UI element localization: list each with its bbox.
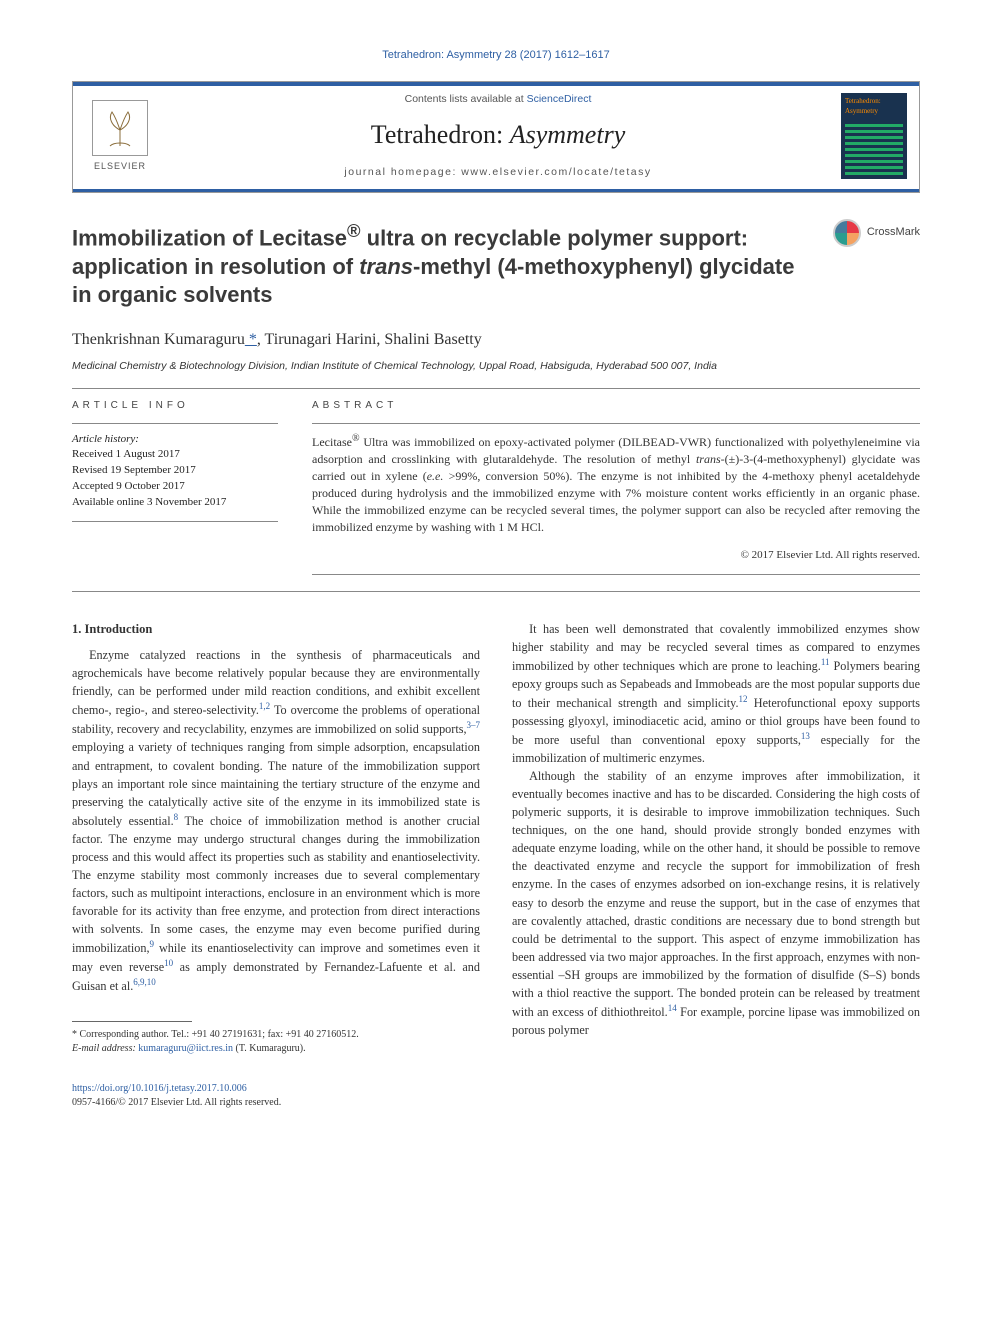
journal-homepage-line: journal homepage: www.elsevier.com/locat…: [173, 165, 823, 180]
body-divider: [72, 591, 920, 592]
doi-link[interactable]: https://doi.org/10.1016/j.tetasy.2017.10…: [72, 1083, 247, 1094]
elsevier-logo: ELSEVIER: [85, 97, 155, 175]
contents-prefix: Contents lists available at: [405, 93, 527, 105]
abstract-column: ABSTRACT Lecitase® Ultra was immobilized…: [312, 399, 920, 575]
footnote-email: E-mail address: kumaraguru@iict.res.in (…: [72, 1042, 480, 1056]
divider-rule: [72, 388, 920, 389]
history-line: Revised 19 September 2017: [72, 463, 278, 479]
body-paragraph: Enzyme catalyzed reactions in the synthe…: [72, 646, 480, 995]
doi-block: https://doi.org/10.1016/j.tetasy.2017.10…: [72, 1082, 920, 1110]
abstract-copyright: © 2017 Elsevier Ltd. All rights reserved…: [312, 548, 920, 563]
affiliation: Medicinal Chemistry & Biotechnology Divi…: [72, 359, 920, 374]
history-line: Accepted 9 October 2017: [72, 479, 278, 495]
footnote-rule: [72, 1021, 192, 1022]
publisher-name: ELSEVIER: [94, 160, 146, 173]
footnote-corresponding: * Corresponding author. Tel.: +91 40 271…: [72, 1028, 480, 1042]
corresponding-marker[interactable]: *: [245, 331, 257, 348]
history-line: Available online 3 November 2017: [72, 495, 278, 511]
email-label: E-mail address:: [72, 1043, 138, 1054]
journal-name-plain: Tetrahedron:: [371, 120, 510, 149]
section-heading-introduction: 1. Introduction: [72, 620, 480, 639]
info-rule: [72, 423, 278, 424]
issn-copyright-line: 0957-4166/© 2017 Elsevier Ltd. All right…: [72, 1096, 920, 1110]
contents-available-line: Contents lists available at ScienceDirec…: [173, 92, 823, 107]
history-line: Received 1 August 2017: [72, 447, 278, 463]
elsevier-tree-icon: [92, 100, 148, 156]
masthead-top-rule: [73, 82, 919, 86]
author-rest: , Tirunagari Harini, Shalini Basetty: [257, 331, 482, 348]
journal-cover-thumbnail: Tetrahedron: Asymmetry: [841, 93, 907, 179]
abstract-rule-bottom: [312, 574, 920, 575]
body-two-column: 1. Introduction Enzyme catalyzed reactio…: [72, 620, 920, 1057]
crossmark-label: CrossMark: [867, 225, 920, 240]
email-link[interactable]: kumaraguru@iict.res.in: [138, 1043, 233, 1054]
article-history: Received 1 August 2017 Revised 19 Septem…: [72, 447, 278, 511]
info-rule-bottom: [72, 521, 278, 522]
article-info-column: ARTICLE INFO Article history: Received 1…: [72, 399, 278, 575]
author-list: Thenkrishnan Kumaraguru *, Tirunagari Ha…: [72, 329, 920, 351]
abstract-rule: [312, 423, 920, 424]
crossmark-icon: [833, 219, 861, 247]
masthead-bottom-rule: [73, 189, 919, 192]
email-suffix: (T. Kumaraguru).: [233, 1043, 306, 1054]
article-info-heading: ARTICLE INFO: [72, 399, 278, 413]
cover-thumb-title: Tetrahedron: Asymmetry: [845, 97, 903, 117]
journal-name: Tetrahedron: Asymmetry: [173, 117, 823, 153]
crossmark-badge[interactable]: CrossMark: [833, 219, 920, 247]
footnotes: * Corresponding author. Tel.: +91 40 271…: [72, 1028, 480, 1056]
author-corresponding: Thenkrishnan Kumaraguru: [72, 331, 245, 348]
abstract-heading: ABSTRACT: [312, 399, 920, 413]
journal-name-italic: Asymmetry: [510, 120, 626, 149]
cover-thumb-graphic: [845, 121, 903, 175]
article-title: Immobilization of Lecitase® ultra on rec…: [72, 219, 813, 309]
abstract-text: Lecitase® Ultra was immobilized on epoxy…: [312, 432, 920, 536]
article-history-label: Article history:: [72, 432, 278, 447]
running-head: Tetrahedron: Asymmetry 28 (2017) 1612–16…: [72, 48, 920, 63]
journal-masthead: ELSEVIER Contents lists available at Sci…: [72, 81, 920, 193]
sciencedirect-link[interactable]: ScienceDirect: [527, 93, 592, 105]
body-paragraph: Although the stability of an enzyme impr…: [512, 767, 920, 1039]
body-paragraph: It has been well demonstrated that coval…: [512, 620, 920, 768]
